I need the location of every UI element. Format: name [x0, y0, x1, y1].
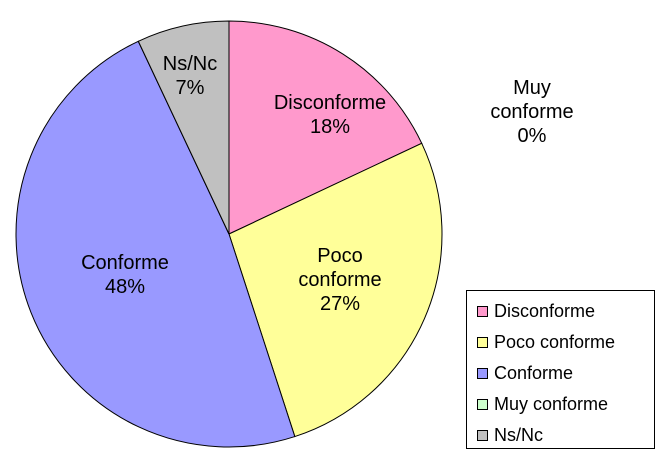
legend-item: Conforme: [477, 363, 573, 384]
legend-item: Disconforme: [477, 301, 595, 322]
legend-label: Ns/Nc: [494, 425, 543, 445]
data-label: Poco conforme 27%: [290, 244, 390, 316]
label-value: 0%: [517, 125, 547, 147]
label-name: Disconforme: [273, 92, 387, 114]
label-name: Muy conforme: [490, 77, 574, 123]
data-label: Muy conforme 0%: [487, 76, 577, 148]
label-name: Poco conforme: [298, 245, 382, 291]
pie-slice: [137, 20, 230, 235]
legend-label: Muy conforme: [494, 394, 609, 414]
legend-swatch: [477, 368, 488, 379]
pie-slice: [15, 40, 296, 448]
data-label: Disconforme 18%: [265, 91, 395, 139]
legend-swatch: [477, 306, 488, 317]
label-name: Conforme: [81, 252, 169, 274]
label-value: 27%: [319, 293, 361, 315]
pie-slice: [228, 142, 443, 438]
label-value: 7%: [175, 77, 205, 99]
data-label: Ns/Nc 7%: [150, 52, 230, 100]
legend: Disconforme Poco conforme Conforme Muy conf…: [466, 290, 655, 449]
legend-label: Poco conforme: [494, 332, 616, 352]
legend-swatch: [477, 337, 488, 348]
data-label: Conforme 48%: [65, 251, 185, 299]
legend-label: Disconforme: [494, 301, 596, 321]
legend-swatch: [477, 399, 488, 410]
legend-label: Conforme: [494, 363, 574, 383]
label-value: 48%: [104, 276, 146, 298]
legend-item: Poco conforme: [477, 332, 615, 353]
legend-swatch: [477, 430, 488, 441]
legend-item: Muy conforme: [477, 394, 608, 415]
pie-slice: [228, 20, 423, 235]
legend-item: Ns/Nc: [477, 425, 543, 446]
label-name: Ns/Nc: [162, 53, 218, 75]
label-value: 18%: [309, 116, 351, 138]
